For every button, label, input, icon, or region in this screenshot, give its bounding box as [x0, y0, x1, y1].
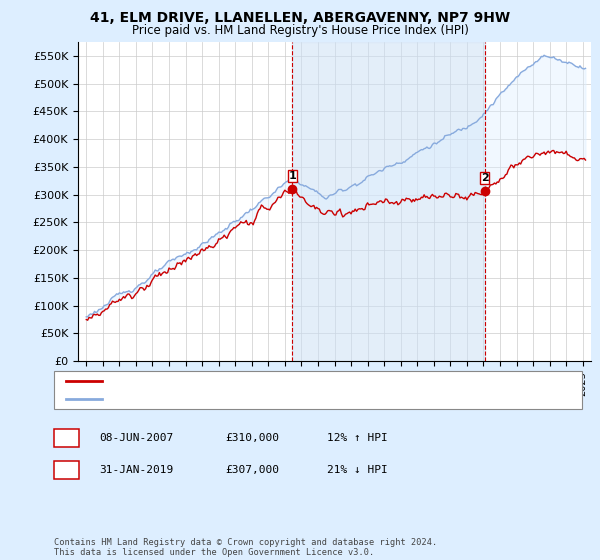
Text: 31-JAN-2019: 31-JAN-2019 [99, 465, 173, 475]
Text: 2: 2 [63, 465, 70, 475]
FancyBboxPatch shape [287, 170, 296, 183]
Text: 41, ELM DRIVE, LLANELLEN, ABERGAVENNY, NP7 9HW: 41, ELM DRIVE, LLANELLEN, ABERGAVENNY, N… [90, 11, 510, 25]
Bar [292, 42, 485, 361]
Text: Contains HM Land Registry data © Crown copyright and database right 2024.
This d: Contains HM Land Registry data © Crown c… [54, 538, 437, 557]
Text: 12% ↑ HPI: 12% ↑ HPI [327, 433, 388, 443]
FancyBboxPatch shape [480, 172, 490, 184]
Text: 41, ELM DRIVE, LLANELLEN, ABERGAVENNY, NP7 9HW (detached house): 41, ELM DRIVE, LLANELLEN, ABERGAVENNY, N… [108, 376, 486, 386]
Text: 08-JUN-2007: 08-JUN-2007 [99, 433, 173, 443]
Text: 1: 1 [63, 433, 70, 443]
Text: £307,000: £307,000 [225, 465, 279, 475]
Text: HPI: Average price, detached house, Monmouthshire: HPI: Average price, detached house, Monm… [108, 394, 402, 404]
Text: £310,000: £310,000 [225, 433, 279, 443]
Text: 1: 1 [288, 171, 296, 181]
Text: 21% ↓ HPI: 21% ↓ HPI [327, 465, 388, 475]
Text: Price paid vs. HM Land Registry's House Price Index (HPI): Price paid vs. HM Land Registry's House … [131, 24, 469, 37]
Text: 2: 2 [481, 173, 488, 183]
